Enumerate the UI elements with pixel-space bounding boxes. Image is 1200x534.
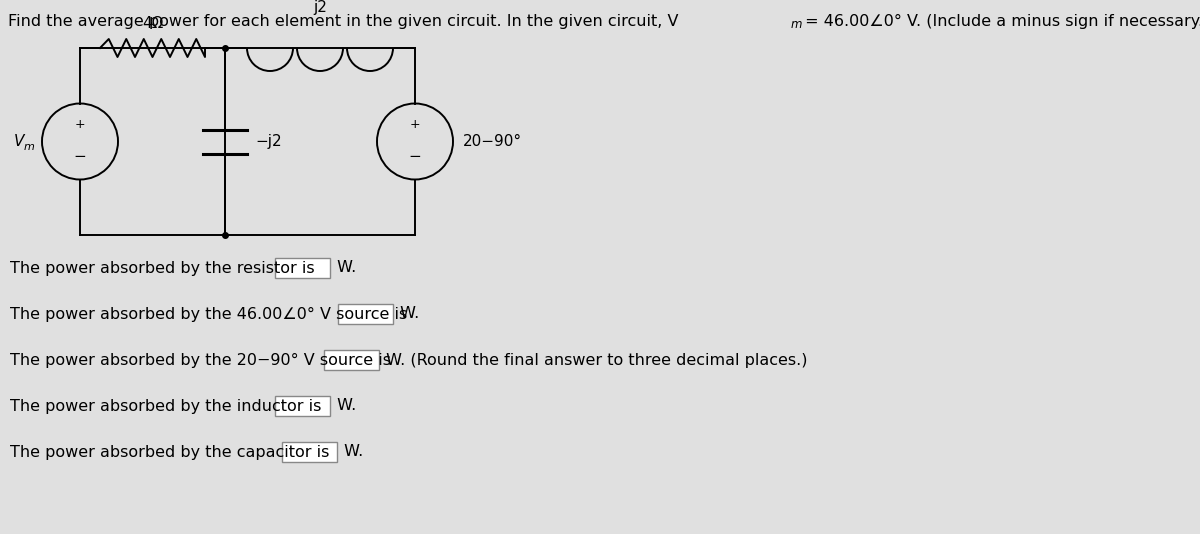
Text: m: m — [791, 18, 803, 31]
Text: 20−90°: 20−90° — [463, 134, 522, 149]
FancyBboxPatch shape — [338, 304, 394, 324]
FancyBboxPatch shape — [324, 350, 379, 370]
Text: The power absorbed by the 46.00∠0° V source is: The power absorbed by the 46.00∠0° V sou… — [10, 307, 407, 321]
Text: 4Ω: 4Ω — [142, 16, 163, 31]
Text: W.: W. — [340, 444, 364, 459]
Text: W.: W. — [332, 398, 356, 413]
Text: V: V — [13, 134, 24, 149]
Text: W.: W. — [332, 261, 356, 276]
Text: −: − — [409, 149, 421, 164]
FancyBboxPatch shape — [275, 396, 330, 416]
Text: +: + — [74, 118, 85, 131]
Text: j2: j2 — [313, 0, 326, 15]
Text: W.: W. — [395, 307, 419, 321]
Text: Find the average power for each element in the given circuit. In the given circu: Find the average power for each element … — [8, 14, 678, 29]
Text: The power absorbed by the 20−90° V source is: The power absorbed by the 20−90° V sourc… — [10, 352, 391, 367]
Text: The power absorbed by the resistor is: The power absorbed by the resistor is — [10, 261, 314, 276]
Text: The power absorbed by the inductor is: The power absorbed by the inductor is — [10, 398, 322, 413]
Text: −j2: −j2 — [256, 134, 282, 149]
Text: m: m — [23, 142, 34, 152]
FancyBboxPatch shape — [282, 442, 337, 462]
Text: +: + — [409, 118, 420, 131]
Text: = 46.00∠0° V. (Include a minus sign if necessary.): = 46.00∠0° V. (Include a minus sign if n… — [800, 14, 1200, 29]
FancyBboxPatch shape — [275, 258, 330, 278]
Text: −: − — [73, 149, 86, 164]
Text: The power absorbed by the capacitor is: The power absorbed by the capacitor is — [10, 444, 329, 459]
Text: W. (Round the final answer to three decimal places.): W. (Round the final answer to three deci… — [382, 352, 808, 367]
